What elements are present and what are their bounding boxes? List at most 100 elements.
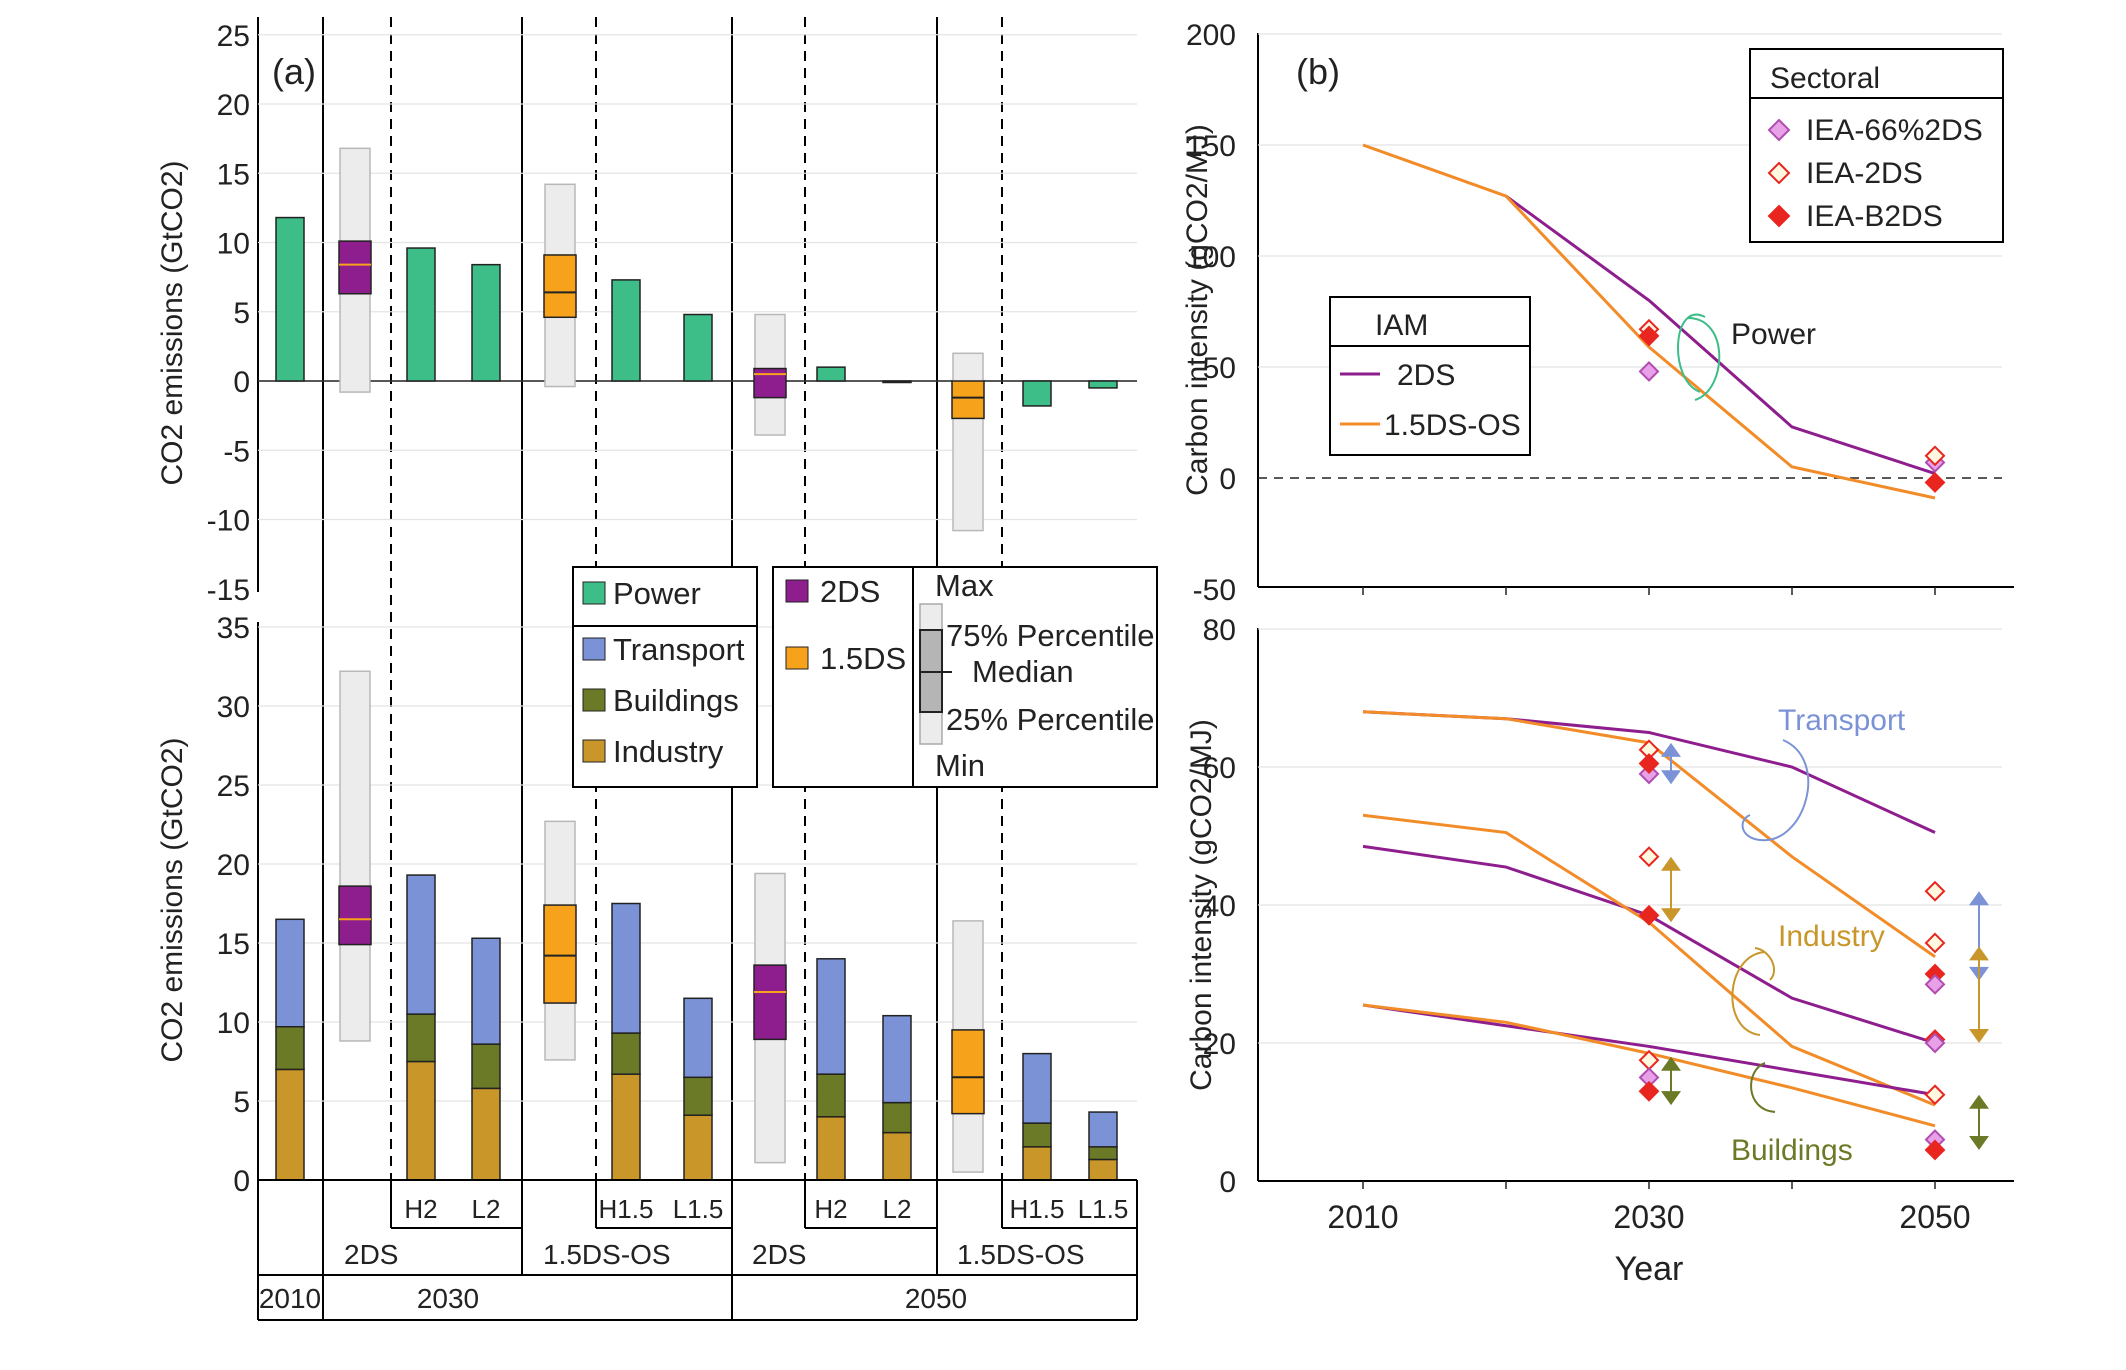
iea-2ds-marker — [1638, 846, 1660, 868]
a-top-tick-label: -10 — [207, 505, 250, 538]
industry-bar-segment — [683, 1114, 713, 1181]
boxplot-2030-2ds — [338, 670, 372, 1042]
arrow-head-up — [1661, 1056, 1681, 1071]
buildings-bar-segment — [471, 1043, 501, 1090]
annot-transport: Transport — [1778, 704, 1906, 737]
boxplot-2050-1-5ds-os — [951, 920, 985, 1173]
transport-bar-segment — [816, 958, 846, 1075]
power-bar — [471, 263, 501, 382]
iea-2ds-marker — [1767, 161, 1791, 185]
buildings-range-arrow — [1661, 1056, 1681, 1106]
transport-bar-segment — [1088, 1111, 1118, 1148]
legend-label-power: Power — [613, 576, 701, 611]
power-annotation-arc — [1677, 313, 1721, 401]
sub-label-l15-2030: L1.5 — [673, 1194, 724, 1224]
legend-label-p75: 75% Percentile — [946, 618, 1155, 653]
b-bottom-ylabel: Carbon intensity (gCO2/MJ) — [1185, 719, 1218, 1091]
boxplot-2050-2ds — [753, 313, 787, 436]
transport-range-arrow — [1661, 742, 1681, 785]
xtick-2050: 2050 — [1899, 1199, 1970, 1235]
scenario-label-2030-15ds: 1.5DS-OS — [543, 1239, 671, 1270]
transport-bar-segment — [471, 937, 501, 1045]
buildings-annotation-arc — [1750, 1062, 1776, 1113]
iqr-box — [543, 254, 577, 319]
a-bottom-tick-label: 25 — [217, 770, 250, 803]
iea-2ds-marker — [1924, 932, 1946, 954]
iea-b2ds-marker — [1638, 753, 1660, 774]
legend-label-industry: Industry — [613, 734, 724, 769]
power-bar — [406, 247, 436, 382]
transport-bar-segment — [683, 997, 713, 1079]
sub-label-l2-2030: L2 — [472, 1194, 501, 1224]
buildings-bar-segment — [683, 1076, 713, 1116]
panel-b-bottom: 80 60 40 20 0 Carbon intensity (gCO2/MJ) 201… — [1185, 614, 2014, 1288]
transport-bar-segment — [406, 874, 436, 1015]
legend-iam-title: IAM — [1375, 309, 1428, 342]
panel-a-label: (a) — [272, 51, 316, 92]
buildings-2ds-line — [1362, 1003, 1936, 1097]
power-line-15ds — [1362, 143, 1936, 500]
iqr-box — [338, 885, 372, 946]
iea-b2ds-marker — [1767, 204, 1791, 228]
industry-bar-segment — [816, 1116, 846, 1181]
power-bar — [1022, 380, 1052, 407]
iea-66-2ds-marker — [1924, 973, 1946, 995]
iea-b2ds-marker — [1924, 472, 1946, 493]
range-box — [952, 352, 984, 532]
panel-a-top: 25 20 15 10 5 0 -5 -10 -15 (a) CO2 emissions (Gt… — [156, 17, 1137, 1320]
iea-2ds-marker — [1924, 880, 1946, 902]
b-bottom-tick-label: 20 — [1203, 1028, 1236, 1061]
legend-sectors: Power Transport Buildings Industry — [572, 566, 758, 788]
power-bar — [275, 216, 305, 382]
iqr-box — [951, 380, 985, 420]
a-bottom-tick-label: 0 — [233, 1165, 250, 1198]
category-table — [257, 1179, 1138, 1321]
iea-66-2ds-marker — [1924, 1032, 1946, 1054]
legend-iea2ds: IEA-2DS — [1806, 157, 1923, 190]
panel-b-label: (b) — [1296, 51, 1340, 92]
sub-label-l15-2050: L1.5 — [1078, 1194, 1129, 1224]
industry-bar-segment — [882, 1131, 912, 1181]
legend-label-min: Min — [935, 748, 985, 783]
arrow-head-up — [1969, 946, 1989, 961]
legend-swatch-2ds — [785, 579, 809, 603]
xtick-2030: 2030 — [1613, 1199, 1684, 1235]
legend-swatch-15ds — [785, 646, 809, 670]
arrow-head-down — [1661, 908, 1681, 923]
b-top-tick-label: 200 — [1186, 19, 1236, 52]
arrow-head-down — [1661, 1091, 1681, 1106]
a-bottom-tick-label: 10 — [217, 1007, 250, 1040]
transport-annotation-arc — [1741, 739, 1810, 842]
annot-buildings: Buildings — [1731, 1134, 1853, 1167]
scenario-label-2050-15ds: 1.5DS-OS — [957, 1239, 1085, 1270]
arrow-head-up — [1969, 891, 1989, 906]
legend-swatch-transport — [582, 637, 606, 661]
sub-label-l2-2050: L2 — [883, 1194, 912, 1224]
sub-label-h2-2050: H2 — [814, 1194, 847, 1224]
a-bottom-tick-label: 5 — [233, 1086, 250, 1119]
a-top-tick-label: 0 — [233, 366, 250, 399]
arrow-head-down — [1661, 770, 1681, 785]
a-bottom-tick-label: 20 — [217, 849, 250, 882]
industry-bar-segment — [471, 1087, 501, 1181]
b-xlabel: Year — [1615, 1250, 1684, 1288]
legend-label-transport: Transport — [613, 632, 745, 667]
b-top-tick-label: 0 — [1219, 463, 1236, 496]
industry-range-arrow — [1661, 856, 1681, 923]
iea-b2ds-marker — [1638, 325, 1660, 347]
legend-label-buildings: Buildings — [613, 683, 739, 718]
a-top-tick-label: 25 — [217, 20, 250, 53]
buildings-bar-segment — [1088, 1146, 1118, 1161]
transport-bar-segment — [611, 902, 641, 1034]
legend-label-median: Median — [972, 654, 1074, 689]
iea-b2ds-marker — [1638, 904, 1660, 926]
transport-bar-segment — [882, 1014, 912, 1104]
power-bar — [683, 313, 713, 382]
arrow-head-down — [1969, 1029, 1989, 1043]
legend-label-p25: 25% Percentile — [946, 702, 1155, 737]
a-top-ylabel: CO2 emissions (GtCO2) — [156, 160, 189, 485]
a-bottom-tick-label: 35 — [217, 612, 250, 645]
legend-ieab2ds: IEA-B2DS — [1806, 200, 1943, 233]
buildings-bar-segment — [275, 1025, 305, 1071]
